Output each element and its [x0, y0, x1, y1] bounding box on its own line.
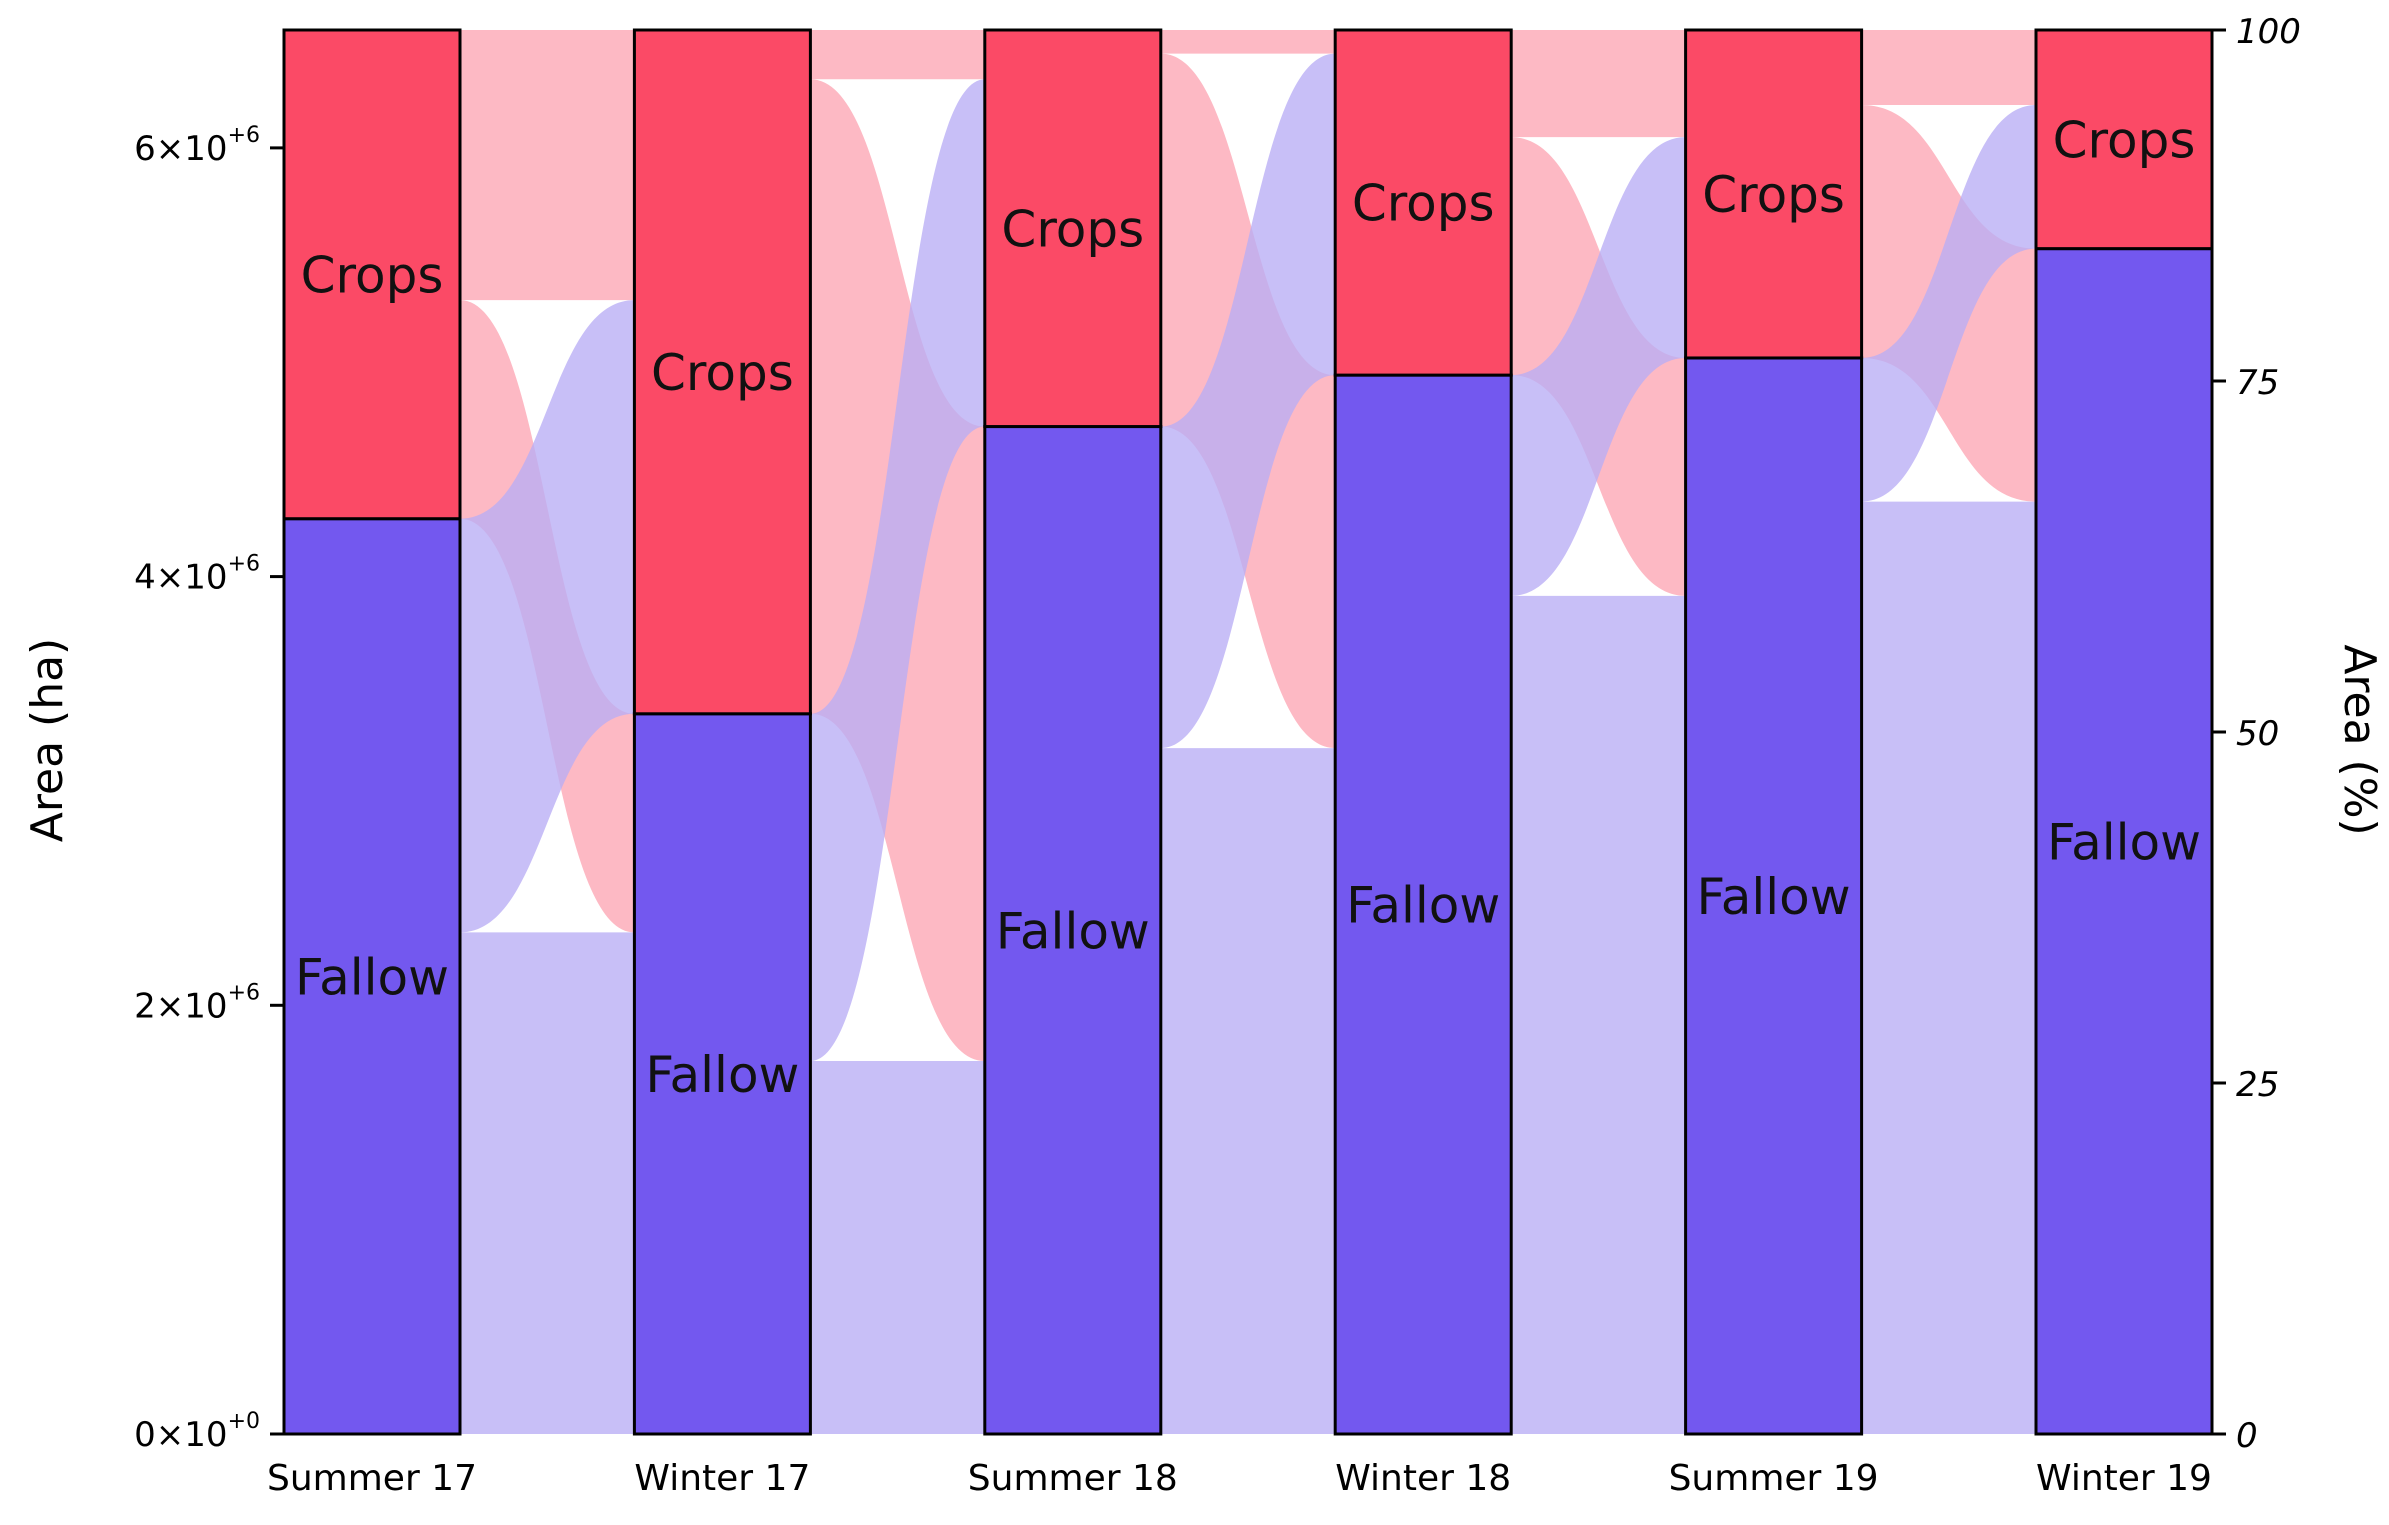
y-tick-label-left: 2×10+6 [134, 980, 260, 1026]
y-tick-label-left: 0×10+0 [134, 1409, 260, 1455]
bar-label-crops: Crops [2053, 111, 2196, 169]
bar-fallow [983, 425, 1163, 1436]
x-tick-label: Winter 19 [2036, 1458, 2212, 1499]
bar-label-fallow: Fallow [2047, 813, 2201, 871]
y-tick-label-right: 50 [2236, 714, 2279, 754]
bar-layer: Fallow Crops Fallow Crops Fallow Crops Fallow C… [282, 28, 2214, 1436]
flow-fallow-to-fallow [810, 1061, 985, 1434]
flow-fallow-to-crops [1160, 53, 1336, 749]
y-axis-title-right: Area (%) [2334, 644, 2385, 835]
flow-fallow-to-fallow [1160, 748, 1336, 1434]
bar-label-fallow: Fallow [996, 902, 1150, 960]
flow-crops-to-crops [1861, 30, 2036, 106]
flow-fallow-to-fallow [1511, 595, 1686, 1434]
flow-layer [460, 30, 2036, 1434]
bar-label-crops: Crops [301, 246, 444, 304]
bar-crops [282, 28, 462, 521]
bar-crops [983, 28, 1163, 429]
bar-label-fallow: Fallow [295, 948, 449, 1006]
x-tick-label: Winter 17 [634, 1458, 810, 1499]
flow-crops-to-crops [1511, 30, 1686, 138]
y-tick-label-right: 100 [2236, 12, 2301, 52]
y-tick-label-right: 0 [2236, 1416, 2258, 1456]
bar-fallow [632, 712, 812, 1436]
flow-fallow-to-crops [1861, 105, 2036, 502]
bar-crops [632, 28, 812, 716]
flow-fallow-to-crops [460, 300, 635, 933]
x-tick-label: Winter 18 [1335, 1458, 1511, 1499]
bar-fallow [2034, 247, 2214, 1436]
bar-crops [1684, 28, 1864, 360]
flow-crops-to-crops [810, 30, 985, 80]
bar-fallow [1684, 356, 1864, 1436]
bar-label-fallow: Fallow [1697, 868, 1851, 926]
flow-fallow-to-fallow [1861, 501, 2036, 1434]
bar-label-fallow: Fallow [1346, 877, 1500, 935]
bar-crops [2034, 28, 2214, 251]
flow-fallow-to-crops [1511, 137, 1686, 596]
flow-crops-to-crops [1160, 30, 1336, 54]
flow-crops-to-crops [460, 30, 635, 301]
bar-label-fallow: Fallow [645, 1046, 799, 1104]
y-axis-title-left: Area (ha) [22, 638, 73, 842]
y-tick-label-right: 25 [2236, 1065, 2279, 1105]
bar-label-crops: Crops [1352, 175, 1495, 233]
x-tick-label: Summer 19 [1669, 1458, 1879, 1499]
bar-label-crops: Crops [1702, 166, 1845, 224]
axes-layer: Summer 17 Winter 17 Summer 18 Winter 18 Summ… [134, 12, 2301, 1499]
y-tick-label-right: 75 [2236, 363, 2279, 403]
y-tick-label-left: 6×10+6 [134, 123, 260, 169]
flow-fallow-to-crops [810, 79, 985, 1062]
x-tick-label: Summer 17 [267, 1458, 477, 1499]
x-tick-label: Summer 18 [968, 1458, 1178, 1499]
bar-crops [1333, 28, 1513, 377]
bar-label-crops: Crops [651, 344, 794, 402]
y-tick-label-left: 4×10+6 [134, 552, 260, 598]
flow-fallow-to-fallow [460, 932, 635, 1434]
bar-label-crops: Crops [1001, 200, 1144, 258]
